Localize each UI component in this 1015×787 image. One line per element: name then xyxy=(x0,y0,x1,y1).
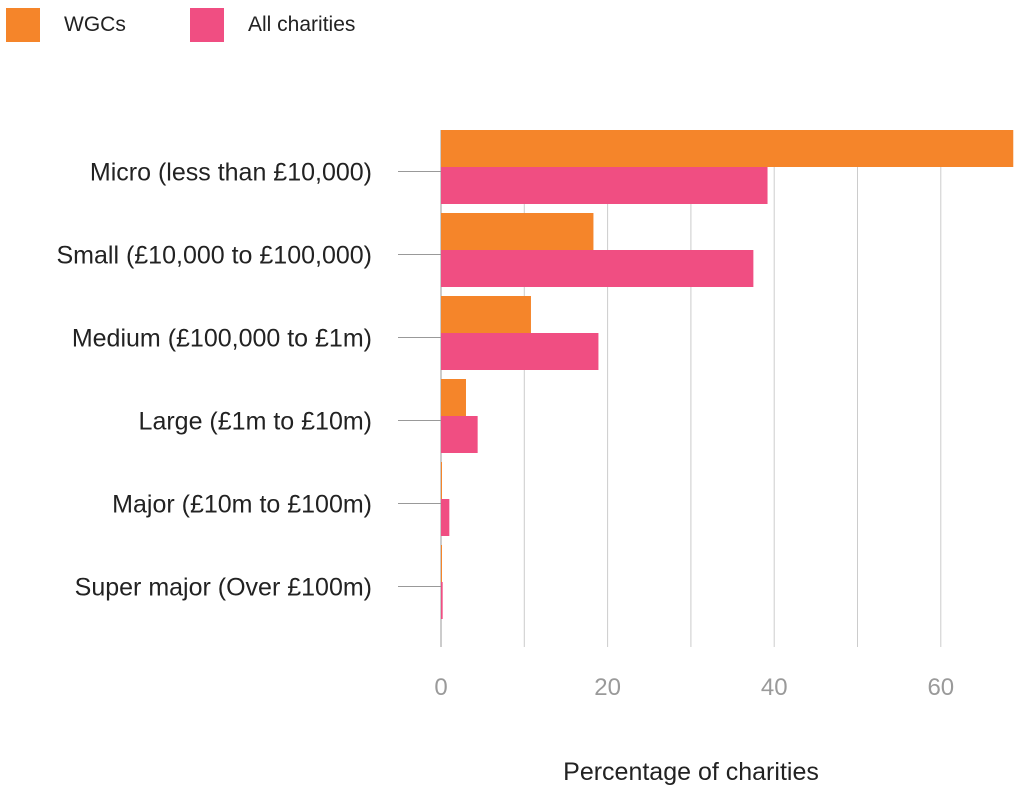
category-label-major-10m-to-100m: Major (£10m to £100m) xyxy=(112,491,372,519)
x-tick-label: 20 xyxy=(594,674,621,701)
category-label-small-10-000-to-100-000: Small (£10,000 to £100,000) xyxy=(57,242,373,270)
bar-wgcs-large-1m-to-10m xyxy=(441,379,466,416)
bar-wgcs-micro-less-than-10-000 xyxy=(441,130,1013,167)
x-tick-label: 0 xyxy=(434,674,447,701)
x-tick-label: 60 xyxy=(927,674,954,701)
x-tick-label: 40 xyxy=(761,674,788,701)
category-label-medium-100-000-to-1m: Medium (£100,000 to £1m) xyxy=(72,325,372,353)
bar-all-charities-micro-less-than-10-000 xyxy=(441,167,768,204)
category-label-super-major-over-100m: Super major (Over £100m) xyxy=(75,574,372,602)
category-label-large-1m-to-10m: Large (£1m to £10m) xyxy=(139,408,372,436)
bar-wgcs-medium-100-000-to-1m xyxy=(441,296,531,333)
bar-all-charities-major-10m-to-100m xyxy=(441,499,449,536)
bar-wgcs-super-major-over-100m xyxy=(441,545,442,582)
x-axis-title: Percentage of charities xyxy=(563,758,819,786)
bar-all-charities-large-1m-to-10m xyxy=(441,416,478,453)
bar-wgcs-major-10m-to-100m xyxy=(441,462,442,499)
category-label-micro-less-than-10-000: Micro (less than £10,000) xyxy=(90,159,372,187)
bar-all-charities-medium-100-000-to-1m xyxy=(441,333,598,370)
bar-all-charities-small-10-000-to-100-000 xyxy=(441,250,753,287)
bar-wgcs-small-10-000-to-100-000 xyxy=(441,213,593,250)
bar-all-charities-super-major-over-100m xyxy=(441,582,443,619)
